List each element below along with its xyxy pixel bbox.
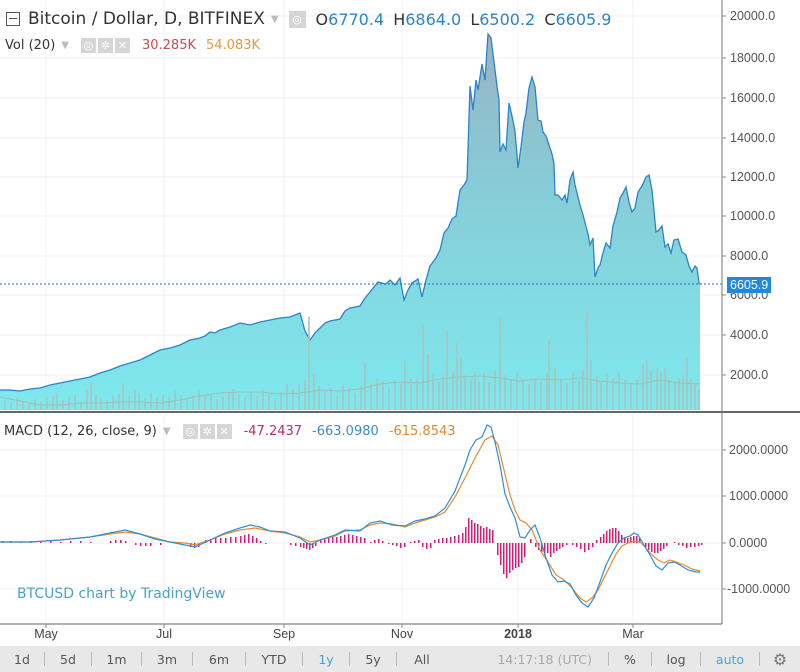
divider xyxy=(141,652,142,666)
macd-tick: 0.0000 xyxy=(729,536,768,550)
low-label: L xyxy=(470,9,480,29)
open-value: 6770.4 xyxy=(328,9,385,29)
gear-icon[interactable]: ⚙ xyxy=(772,649,788,669)
high-value: 6864.0 xyxy=(405,9,462,29)
divider xyxy=(245,652,246,666)
macd-line xyxy=(0,424,700,608)
macd-title[interactable]: MACD (12, 26, close, 9) xyxy=(4,424,157,439)
symbol-title[interactable]: Bitcoin / Dollar, D, BITFINEX xyxy=(28,9,265,29)
clock-time: 14:17:18 xyxy=(497,651,554,667)
volume-value: 30.285K xyxy=(141,38,196,53)
range-all-button[interactable]: All xyxy=(414,651,430,667)
clock: 14:17:18 (UTC) xyxy=(497,652,592,667)
price-tick: 10000.0 xyxy=(730,209,776,223)
price-area xyxy=(0,34,700,410)
auto-scale-button[interactable]: auto xyxy=(715,651,745,667)
divider xyxy=(608,652,609,666)
divider xyxy=(700,652,701,666)
chevron-down-icon[interactable]: ▼ xyxy=(162,426,171,437)
macd-tick: -1000.0000 xyxy=(727,582,791,596)
price-line xyxy=(0,32,701,392)
volume-legend: Vol (20) ▼ ◎ ✲ ✕ 30.285K 54.083K xyxy=(5,38,260,53)
range-5d-button[interactable]: 5d xyxy=(60,651,76,667)
macd-tick: 1000.0000 xyxy=(729,489,789,503)
percent-scale-button[interactable]: % xyxy=(624,651,636,667)
macd-histogram-value: -47.2437 xyxy=(243,424,303,439)
range-ytd-button[interactable]: YTD xyxy=(261,651,287,667)
price-tick: 16000.0 xyxy=(730,91,776,105)
price-tick: 4000.0 xyxy=(730,328,769,342)
divider xyxy=(302,652,303,666)
macd-legend: MACD (12, 26, close, 9) ▼ ◎ ✲ ✕ -47.2437… xyxy=(4,424,456,439)
range-1m-button[interactable]: 1m xyxy=(106,651,127,667)
time-tick: Jul xyxy=(156,627,172,641)
divider xyxy=(44,652,45,666)
axis-ticks xyxy=(45,15,726,628)
close-icon[interactable]: ✕ xyxy=(114,38,130,53)
price-tick: 12000.0 xyxy=(730,170,776,184)
chevron-down-icon[interactable]: ▼ xyxy=(270,13,279,25)
volume-ma-line xyxy=(0,375,701,406)
low-value: 6500.2 xyxy=(479,9,536,29)
divider xyxy=(349,652,350,666)
range-1y-button[interactable]: 1y xyxy=(318,651,334,667)
price-tick: 18000.0 xyxy=(730,51,776,65)
last-price-badge: 6605.9 xyxy=(727,277,772,293)
divider xyxy=(396,652,397,666)
close-label: C xyxy=(544,9,556,29)
macd-signal-line xyxy=(0,435,701,603)
time-tick: Nov xyxy=(390,627,414,641)
gear-icon[interactable]: ✲ xyxy=(97,38,113,53)
open-label: O xyxy=(315,9,329,29)
time-tick: Mar xyxy=(622,627,644,641)
divider xyxy=(651,652,652,666)
collapse-legend-icon[interactable] xyxy=(6,12,20,26)
macd-histogram xyxy=(2,518,703,578)
range-3m-button[interactable]: 3m xyxy=(156,651,178,667)
ohlc-values: O6770.4 H6864.0 L6500.2 C6605.9 xyxy=(316,10,612,29)
bottom-toolbar: 1d 5d 1m 3m 6m YTD 1y 5y All 14:17:18 (U… xyxy=(0,646,800,672)
volume-title[interactable]: Vol (20) xyxy=(5,38,56,53)
range-1d-button[interactable]: 1d xyxy=(14,651,30,667)
log-scale-button[interactable]: log xyxy=(666,651,686,667)
time-tick: May xyxy=(34,627,58,641)
price-tick: 2000.0 xyxy=(730,368,769,382)
eye-icon[interactable]: ◎ xyxy=(182,424,198,439)
main-series-legend: Bitcoin / Dollar, D, BITFINEX ▼ ◎ O6770.… xyxy=(6,9,611,29)
gear-icon[interactable]: ✲ xyxy=(199,424,215,439)
high-label: H xyxy=(393,9,406,29)
divider xyxy=(192,652,193,666)
close-icon[interactable]: ✕ xyxy=(216,424,232,439)
eye-icon[interactable]: ◎ xyxy=(288,10,306,28)
time-tick-year: 2018 xyxy=(504,627,532,641)
divider xyxy=(91,652,92,666)
macd-signal-value: -615.8543 xyxy=(388,424,456,439)
eye-icon[interactable]: ◎ xyxy=(80,38,96,53)
clock-timezone: (UTC) xyxy=(557,651,592,667)
range-5y-button[interactable]: 5y xyxy=(365,651,381,667)
close-value: 6605.9 xyxy=(555,9,612,29)
price-tick: 20000.0 xyxy=(730,9,776,23)
macd-line-value: -663.0980 xyxy=(312,424,379,439)
price-tick: 8000.0 xyxy=(730,249,769,263)
macd-tick: 2000.0000 xyxy=(729,443,789,457)
range-6m-button[interactable]: 6m xyxy=(208,651,230,667)
time-tick: Sep xyxy=(272,627,296,641)
volume-bars xyxy=(4,312,700,410)
price-tick: 14000.0 xyxy=(730,131,776,145)
divider xyxy=(759,652,760,666)
volume-ma-value: 54.083K xyxy=(206,38,261,53)
chevron-down-icon[interactable]: ▼ xyxy=(61,40,69,51)
watermark: BTCUSD chart by TradingView xyxy=(17,586,226,602)
